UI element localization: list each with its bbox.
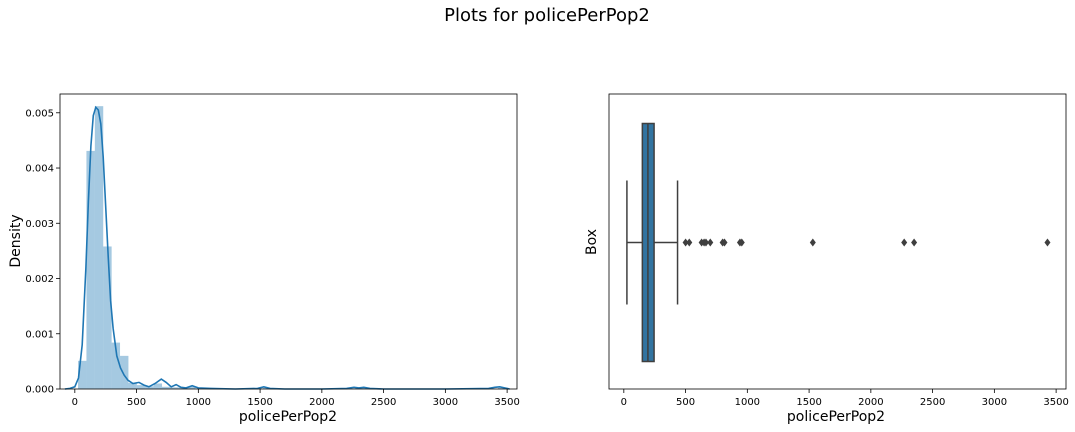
histogram-y-ticks: 0.000 0.001 0.002 0.003 0.004 0.005 bbox=[25, 108, 60, 396]
histogram-x-tick-label: 0 bbox=[72, 397, 78, 408]
histogram-x-tick-label: 3500 bbox=[494, 397, 519, 408]
outlier-point bbox=[1044, 238, 1051, 247]
boxplot-panel: 0 500 1000 1500 2000 2500 3000 3500 policePerPo… bbox=[584, 93, 1069, 425]
histogram-x-tick-label: 2000 bbox=[309, 397, 334, 408]
boxplot-x-tick-label: 0 bbox=[621, 397, 627, 408]
outlier-point bbox=[682, 238, 689, 247]
histogram-axes-frame bbox=[59, 93, 518, 390]
boxplot-elements bbox=[626, 122, 1051, 363]
boxplot-x-tick-label: 1000 bbox=[735, 397, 760, 408]
outlier-point bbox=[911, 238, 918, 247]
histogram-bar-3 bbox=[103, 246, 112, 389]
histogram-bar-0 bbox=[78, 360, 87, 389]
histogram-bar-10 bbox=[162, 386, 171, 389]
histogram-x-tick-label: 1000 bbox=[186, 397, 211, 408]
boxplot-axes-frame bbox=[608, 93, 1067, 390]
histogram-bar-4 bbox=[111, 342, 121, 389]
histogram-bar-11 bbox=[170, 387, 179, 389]
histogram-x-tick-label: 2500 bbox=[371, 397, 396, 408]
boxplot-x-tick-label: 1500 bbox=[796, 397, 821, 408]
histogram-bars bbox=[78, 106, 507, 389]
histogram-bar-17 bbox=[497, 387, 507, 389]
histogram-bar-6 bbox=[128, 382, 137, 389]
histogram-bar-1 bbox=[86, 150, 95, 389]
histogram-y-tick-label: 0.000 bbox=[25, 385, 54, 396]
boxplot-x-axis-label: policePerPop2 bbox=[787, 409, 885, 425]
histogram-x-axis-label: policePerPop2 bbox=[239, 409, 337, 425]
histogram-x-tick-label: 500 bbox=[127, 397, 146, 408]
histogram-y-tick-label: 0.002 bbox=[25, 274, 54, 285]
outlier-point bbox=[707, 238, 714, 247]
histogram-bar-7 bbox=[136, 385, 146, 389]
outlier-point bbox=[901, 238, 908, 247]
boxplot-y-axis-label: Box bbox=[584, 229, 600, 255]
figure-title: Plots for policePerPop2 bbox=[444, 5, 650, 26]
histogram-y-axis-label: Density bbox=[8, 214, 24, 267]
kde-curve bbox=[64, 105, 510, 390]
histogram-bar-13 bbox=[187, 386, 196, 389]
boxplot-x-ticks: 0 500 1000 1500 2000 2500 3000 3500 bbox=[621, 389, 1069, 408]
histogram-x-tick-label: 1500 bbox=[247, 397, 272, 408]
outlier-point bbox=[809, 238, 816, 247]
outlier-point bbox=[721, 238, 728, 247]
boxplot-x-tick-label: 3000 bbox=[982, 397, 1007, 408]
histogram-bar-8 bbox=[145, 386, 154, 389]
histogram-y-tick-label: 0.001 bbox=[25, 329, 54, 340]
histogram-x-ticks: 0 500 1000 1500 2000 2500 3000 3500 bbox=[72, 389, 520, 408]
boxplot-x-tick-label: 2500 bbox=[920, 397, 945, 408]
histogram-bar-5 bbox=[120, 355, 129, 389]
boxplot-x-tick-label: 500 bbox=[676, 397, 695, 408]
histogram-bar-2 bbox=[94, 106, 104, 389]
boxplot-x-tick-label: 3500 bbox=[1043, 397, 1068, 408]
histogram-y-tick-label: 0.005 bbox=[25, 108, 54, 119]
boxplot-x-tick-label: 2000 bbox=[858, 397, 883, 408]
outlier-point bbox=[738, 238, 745, 247]
outlier-point bbox=[686, 238, 693, 247]
outlier-point bbox=[702, 238, 709, 247]
histogram-x-tick-label: 3000 bbox=[433, 397, 458, 408]
histogram-bar-9 bbox=[153, 383, 163, 389]
histogram-y-tick-label: 0.004 bbox=[25, 164, 54, 175]
histogram-panel: 0 500 1000 1500 2000 2500 3000 3500 0.0000.0010… bbox=[8, 93, 520, 425]
histogram-y-tick-label: 0.003 bbox=[25, 219, 54, 230]
